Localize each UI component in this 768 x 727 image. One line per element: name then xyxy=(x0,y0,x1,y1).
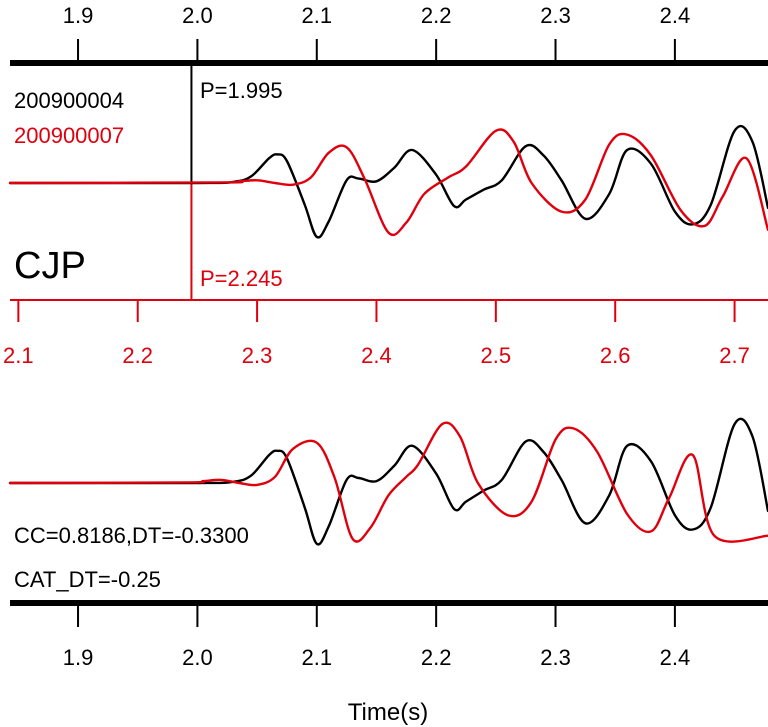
bottom-series-red-trace xyxy=(8,421,768,543)
top-series-red-trace xyxy=(8,128,768,237)
bottom-axis-tick-label: 2.0 xyxy=(182,645,213,670)
red-axis-tick-label: 2.4 xyxy=(361,343,392,368)
bottom-series-black-trace xyxy=(8,417,768,546)
cc-label: CC=0.8186,DT=-0.3300 xyxy=(14,523,249,548)
bottom-axis-tick-label: 2.4 xyxy=(660,645,691,670)
top-black-time-axis: 1.9 2.0 2.1 2.2 2.3 2.4 xyxy=(63,3,690,63)
bottom-black-time-axis: 1.9 2.0 2.1 2.2 2.3 2.4 xyxy=(63,603,690,670)
top-axis-tick-label: 2.3 xyxy=(540,3,571,28)
top-axis-tick-label: 2.2 xyxy=(421,3,452,28)
red-axis-tick-label: 2.7 xyxy=(719,343,750,368)
top-panel-traces xyxy=(8,125,768,239)
red-axis-tick-label: 2.5 xyxy=(481,343,512,368)
red-pick-label: P=2.245 xyxy=(200,266,283,291)
bottom-axis-tick-label: 2.2 xyxy=(421,645,452,670)
bottom-panel-traces xyxy=(8,417,768,546)
top-axis-tick-label: 1.9 xyxy=(63,3,94,28)
station-label: CJP xyxy=(14,245,86,287)
legend-event-b: 200900007 xyxy=(14,123,124,148)
black-pick-label: P=1.995 xyxy=(200,78,283,103)
top-axis-tick-label: 2.1 xyxy=(301,3,332,28)
legend-event-a: 200900004 xyxy=(14,88,124,113)
x-axis-title: Time(s) xyxy=(348,699,428,726)
top-series-black-trace xyxy=(8,125,768,239)
red-axis-tick-label: 2.1 xyxy=(3,343,34,368)
top-axis-tick-label: 2.0 xyxy=(182,3,213,28)
red-axis-tick-label: 2.6 xyxy=(600,343,631,368)
top-axis-tick-label: 2.4 xyxy=(660,3,691,28)
bottom-axis-tick-label: 2.3 xyxy=(540,645,571,670)
bottom-axis-tick-label: 2.1 xyxy=(301,645,332,670)
bottom-axis-tick-label: 1.9 xyxy=(63,645,94,670)
red-axis-tick-label: 2.3 xyxy=(242,343,273,368)
cat-dt-label: CAT_DT=-0.25 xyxy=(14,567,161,592)
red-axis-tick-label: 2.2 xyxy=(122,343,153,368)
red-time-axis: 2.1 2.2 2.3 2.4 2.5 2.6 2.7 xyxy=(3,300,750,368)
